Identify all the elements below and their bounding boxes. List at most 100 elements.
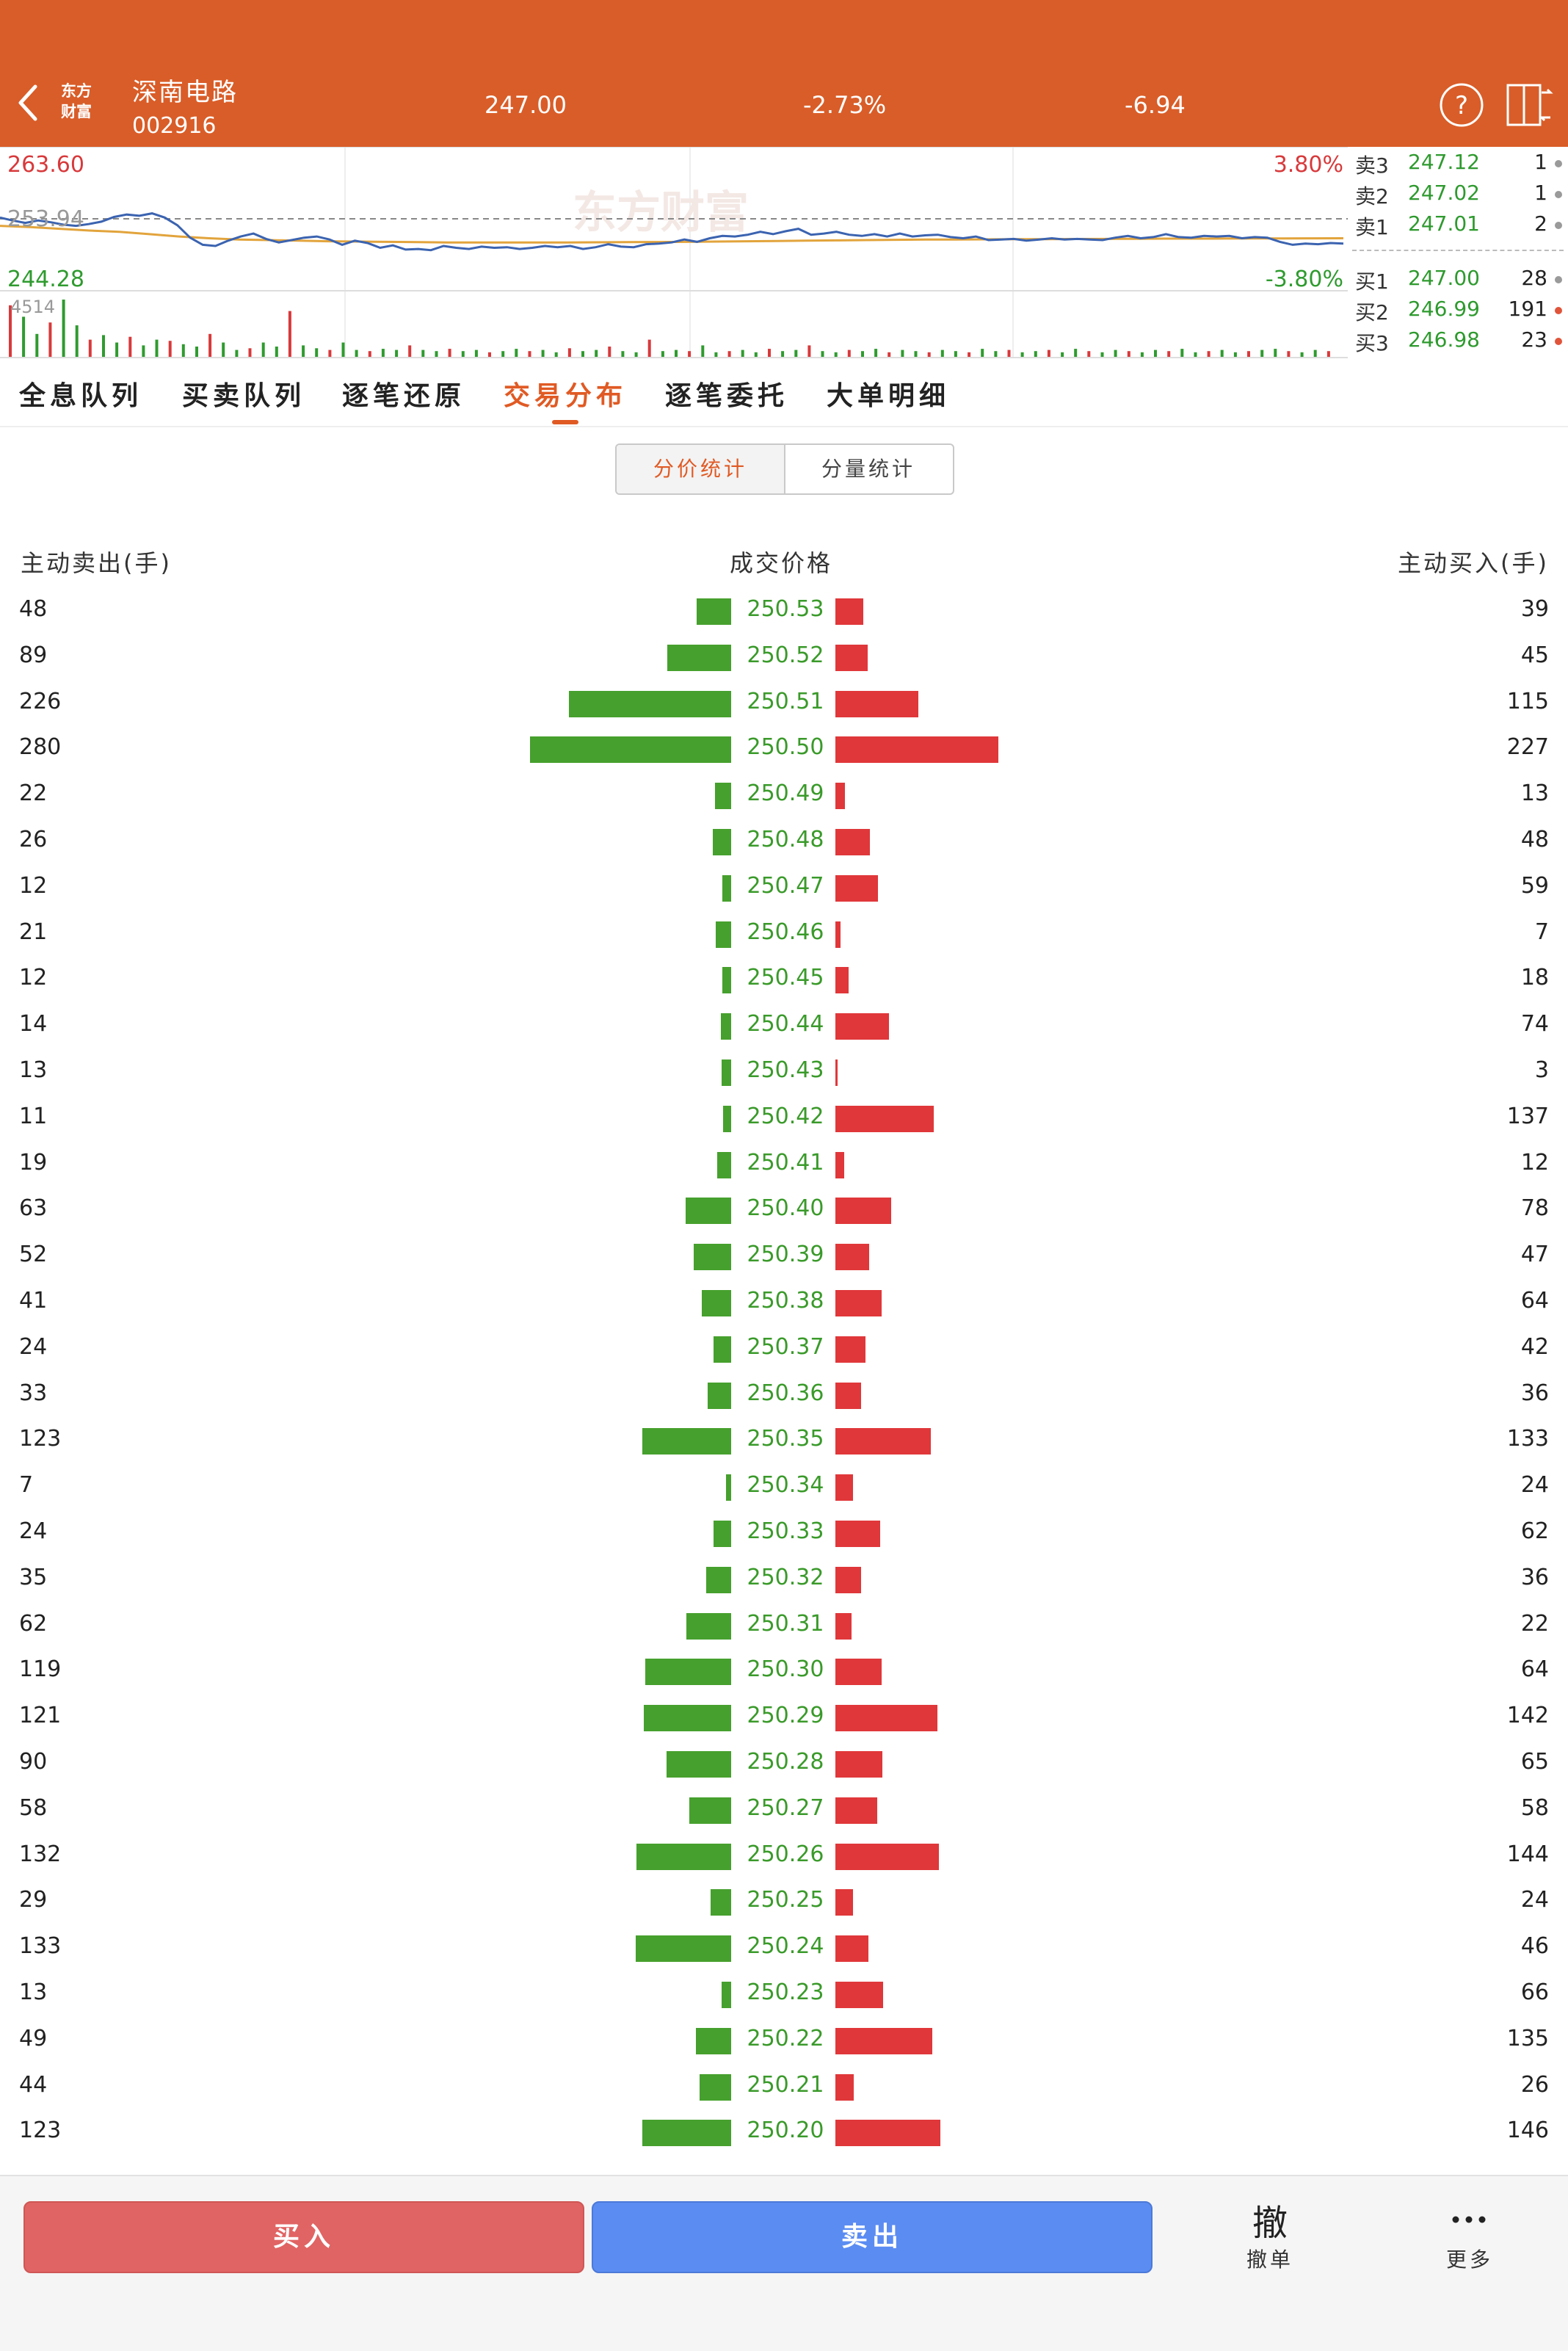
volume-bar: [315, 348, 319, 357]
by-volume-button[interactable]: 分量统计: [821, 457, 915, 481]
volume-bar: [1220, 349, 1224, 357]
header-bar: 东方 财富 深南电路 002916 247.00 -2.73% -6.94 ?: [0, 0, 1568, 147]
sell-bar: [716, 921, 731, 948]
volume-bar: [608, 347, 611, 357]
trade-price: 250.53: [747, 596, 824, 622]
buy-volume: 146: [1506, 2118, 1549, 2144]
buy-volume: 47: [1520, 1242, 1549, 1268]
trade-price: 250.23: [747, 1979, 824, 2005]
volume-bar: [621, 351, 625, 357]
volume-bar: [994, 351, 998, 357]
distribution-row: 26 250.48 48: [0, 818, 1568, 863]
distribution-row: 12 250.47 59: [0, 864, 1568, 910]
sell-volume: 133: [19, 1933, 62, 1960]
volume-bar: [1007, 349, 1011, 357]
volume-bar: [288, 311, 291, 357]
buy-bar: [835, 1843, 940, 1870]
buy-volume: 36: [1520, 1564, 1549, 1590]
tab-bar: 全息队列 买卖队列 逐笔还原 交易分布 逐笔委托 大单明细: [0, 358, 1568, 427]
distribution-row: 89 250.52 45: [0, 634, 1568, 679]
bid-3: 买3 246.98 23: [1352, 327, 1564, 357]
buy-bar: [835, 644, 868, 671]
buy-volume: 64: [1520, 1656, 1549, 1683]
volume-bar: [781, 351, 785, 357]
buy-volume: 135: [1506, 2025, 1549, 2051]
buy-button[interactable]: 买入: [23, 2201, 584, 2273]
volume-bar: [661, 351, 664, 357]
volume-bar: [435, 351, 438, 357]
volume-bar: [1154, 349, 1157, 357]
sell-volume: 24: [19, 1333, 48, 1360]
sell-volume: 35: [19, 1564, 48, 1590]
tab-full-queue[interactable]: 全息队列: [19, 381, 143, 411]
buy-bar: [835, 736, 999, 764]
volume-bar: [155, 339, 159, 357]
sell-bar: [645, 1659, 731, 1686]
volume-bar: [528, 351, 531, 357]
buy-bar: [835, 1659, 882, 1686]
distribution-row: 13 250.43 3: [0, 1048, 1568, 1094]
more-icon[interactable]: [1443, 2209, 1495, 2231]
volume-bar: [181, 344, 185, 357]
tab-tick-orders[interactable]: 逐笔委托: [665, 381, 789, 411]
volume-bar: [634, 352, 638, 357]
volume-bar: [488, 352, 491, 357]
tab-large-orders[interactable]: 大单明细: [827, 381, 951, 411]
volume-bar: [501, 351, 505, 357]
tab-trade-distribution[interactable]: 交易分布: [504, 381, 628, 411]
by-price-button[interactable]: 分价统计: [617, 445, 785, 493]
order-price: 246.99: [1408, 297, 1480, 321]
volume-bar: [1034, 351, 1037, 357]
trade-price: 250.27: [747, 1794, 824, 1821]
buy-volume: 227: [1506, 734, 1549, 761]
sell-bar: [635, 1935, 731, 1963]
prev-close-label: 253.94: [7, 206, 84, 232]
volume-bar: [688, 351, 692, 357]
sell-volume: 63: [19, 1195, 48, 1222]
sell-column-header: 主动卖出(手): [21, 549, 172, 577]
distribution-row: 12 250.45 18: [0, 956, 1568, 1001]
buy-bar: [835, 829, 871, 855]
trade-price: 250.47: [747, 872, 824, 899]
order-price: 247.12: [1408, 150, 1480, 174]
distribution-row: 14 250.44 74: [0, 1002, 1568, 1048]
volume-bar: [581, 351, 584, 357]
buy-volume: 78: [1520, 1195, 1549, 1222]
intraday-chart[interactable]: 东方财富 263.60 253.94 244.28 3.80% -3.80% 4…: [0, 147, 1348, 358]
tab-tick-restore[interactable]: 逐笔还原: [342, 381, 466, 411]
help-icon[interactable]: ?: [1439, 82, 1484, 128]
volume-bar: [768, 349, 771, 357]
buy-volume: 144: [1506, 1841, 1549, 1867]
switch-layout-icon[interactable]: [1505, 82, 1553, 128]
buy-volume: 115: [1506, 688, 1549, 714]
distribution-row: 41 250.38 64: [0, 1279, 1568, 1325]
sell-button[interactable]: 卖出: [592, 2201, 1153, 2273]
buy-bar: [835, 1151, 844, 1178]
sell-bar: [714, 1521, 731, 1547]
volume-bar: [248, 348, 252, 357]
more-label[interactable]: 更多: [1445, 2247, 1493, 2272]
buy-volume: 12: [1520, 1149, 1549, 1176]
sell-volume: 22: [19, 780, 48, 807]
cancel-order-label[interactable]: 撤单: [1246, 2247, 1293, 2272]
volume-bar: [701, 345, 705, 357]
sell-volume: 90: [19, 1749, 48, 1775]
volume-bar: [968, 352, 971, 357]
trade-price: 250.49: [747, 780, 824, 807]
stats-mode-toggle: 分价统计 分量统计: [615, 443, 954, 495]
volume-bar: [195, 347, 198, 357]
sell-volume: 14: [19, 1011, 48, 1037]
buy-bar: [835, 1705, 938, 1732]
order-price: 247.02: [1408, 181, 1480, 205]
back-arrow-icon[interactable]: [16, 81, 40, 125]
buy-bar: [835, 967, 849, 994]
sell-volume: 33: [19, 1380, 48, 1406]
volume-bar: [115, 342, 119, 357]
buy-volume: 64: [1520, 1288, 1549, 1314]
volume-bar: [448, 349, 451, 357]
tab-bid-ask-queue[interactable]: 买卖队列: [182, 381, 306, 411]
cancel-order-icon[interactable]: 撤: [1252, 2203, 1288, 2244]
trade-distribution-list[interactable]: 48 250.53 39 89 250.52 45 226 250.51 115 280 250.5…: [0, 587, 1568, 2151]
distribution-row: 22 250.49 13: [0, 772, 1568, 817]
change-amount: -6.94: [1125, 91, 1186, 119]
